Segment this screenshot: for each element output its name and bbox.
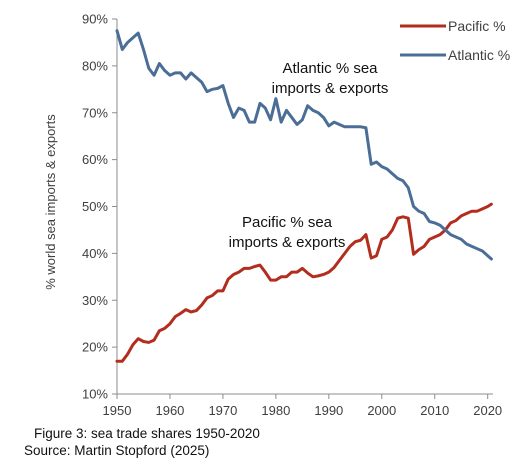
legend: Pacific % Atlantic % xyxy=(400,18,510,63)
figure-caption: Figure 3: sea trade shares 1950-2020 xyxy=(34,426,260,441)
figure-source: Source: Martin Stopford (2025) xyxy=(24,443,210,458)
x-tick-label: 1970 xyxy=(208,403,237,418)
legend-label-pacific: Pacific % xyxy=(448,18,506,34)
y-tick-label: 80% xyxy=(82,58,108,73)
x-tick-label: 1990 xyxy=(314,403,343,418)
annotation-pacific-line1: Pacific % sea xyxy=(242,214,333,231)
y-axis-label: % world sea imports & exports xyxy=(43,114,58,290)
y-tick-label: 10% xyxy=(82,387,108,402)
x-tick-label: 1980 xyxy=(261,403,290,418)
chart: 10% 20% 30% 40% 50% 60% 70% 80% 90% 1950 1960 1970… xyxy=(43,12,510,419)
y-tick-label: 60% xyxy=(82,152,108,167)
x-tick-label: 1960 xyxy=(155,403,184,418)
series-line-pacific xyxy=(115,202,493,363)
annotation-pacific-line2: imports & exports xyxy=(229,234,346,251)
y-tick-label: 20% xyxy=(82,340,108,355)
y-tick-label: 50% xyxy=(82,199,108,214)
series-line-atlantic xyxy=(115,29,493,261)
y-tick-label: 70% xyxy=(82,105,108,120)
x-tick-label: 2010 xyxy=(420,403,449,418)
legend-label-atlantic: Atlantic % xyxy=(448,47,510,63)
y-tick-label: 40% xyxy=(82,246,108,261)
annotation-atlantic-line1: Atlantic % sea xyxy=(282,60,378,77)
series-layer xyxy=(115,29,493,363)
y-axis: 10% 20% 30% 40% 50% 60% 70% 80% 90% xyxy=(82,12,118,402)
annotation-atlantic-line2: imports & exports xyxy=(272,80,389,97)
y-tick-label: 30% xyxy=(82,293,108,308)
x-axis: 1950 1960 1970 1980 1990 2000 2010 2020 xyxy=(103,393,502,418)
x-tick-label: 2000 xyxy=(367,403,396,418)
x-tick-label: 2020 xyxy=(473,403,502,418)
x-tick-label: 1950 xyxy=(103,403,132,418)
y-tick-label: 90% xyxy=(82,12,108,27)
